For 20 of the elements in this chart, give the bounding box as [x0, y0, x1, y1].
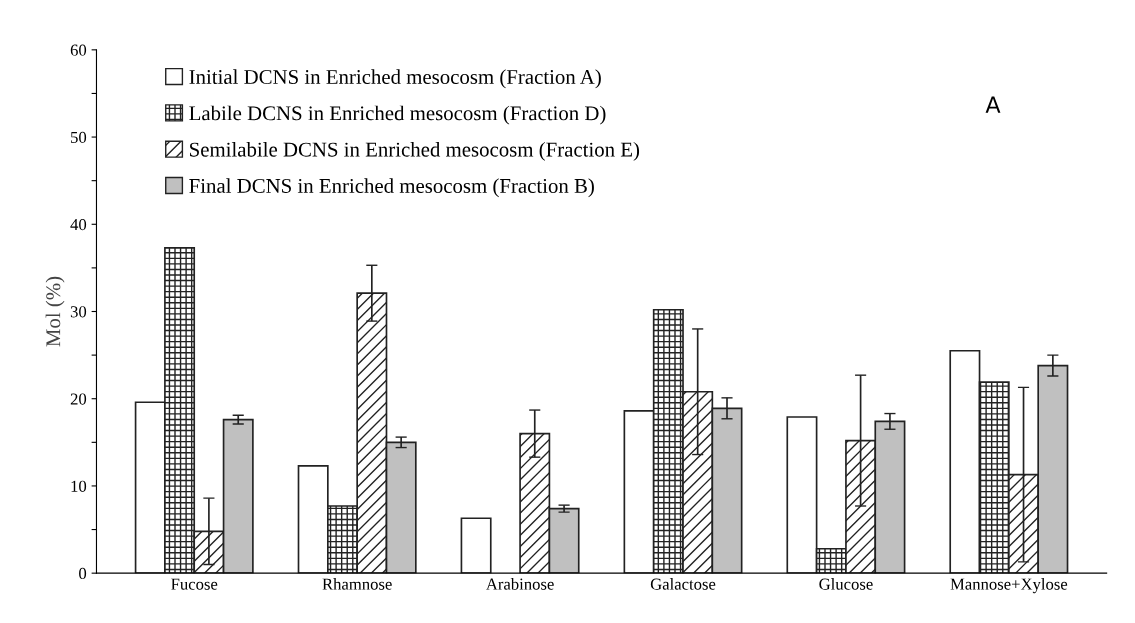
y-tick-label: 10 — [71, 480, 87, 492]
x-tick-label: Galactose — [650, 578, 716, 590]
legend-label: Labile DCNS in Enriched mesocosm (Fraction D) — [189, 105, 606, 125]
x-tick-label: Glucose — [819, 578, 873, 590]
x-tick-label: Arabinose — [486, 578, 554, 590]
legend-label: Final DCNS in Enriched mesocosm (Fraction B) — [189, 178, 594, 198]
x-tick-label: Fucose — [171, 578, 218, 590]
legend-label: Semilabile DCNS in Enriched mesocosm (Fraction E) — [190, 141, 640, 161]
annotation: A — [985, 96, 1001, 113]
y-tick-label: 0 — [79, 567, 87, 580]
x-tick-label: Mannose+Xylose — [950, 578, 1068, 594]
bar — [460, 517, 492, 574]
legend-label: Initial DCNS in Enriched mesocosm (Fraction A) — [189, 69, 601, 89]
y-tick-label: 50 — [71, 131, 87, 144]
y-axis-title: Mol (%) — [45, 276, 65, 347]
y-tick-label: 20 — [70, 393, 87, 405]
y-tick-label: 40 — [70, 218, 87, 231]
y-tick-label: 60 — [70, 44, 87, 56]
x-tick-label: Rhamnose — [322, 578, 392, 590]
y-tick-label: 30 — [70, 306, 87, 318]
